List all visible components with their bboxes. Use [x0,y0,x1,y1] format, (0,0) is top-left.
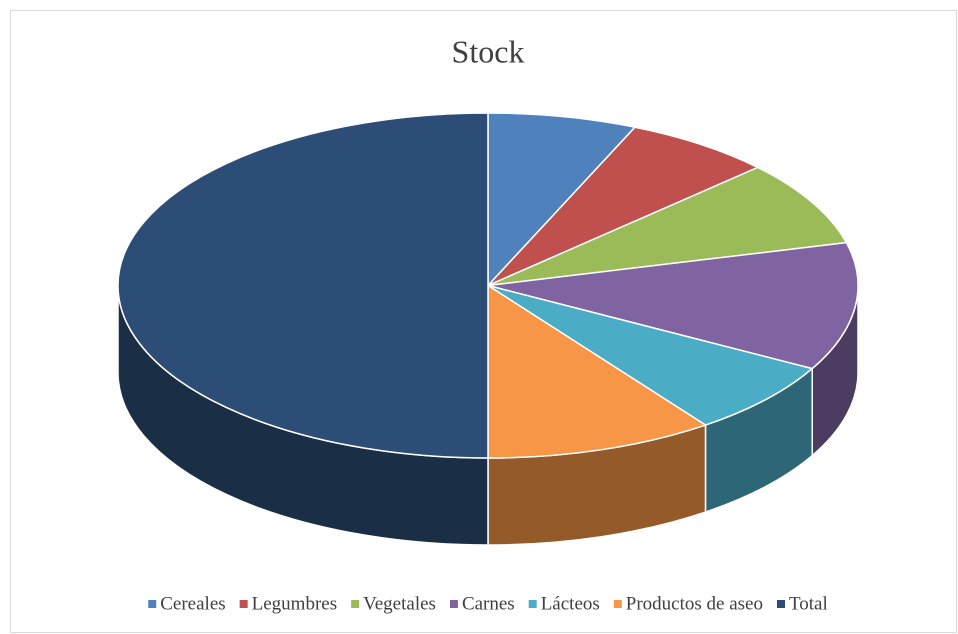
legend-marker [776,600,785,608]
slice [487,284,814,426]
slice [487,284,708,459]
legend-label: Productos de aseo [626,593,763,614]
slice [487,126,760,287]
legend-marker [148,600,157,608]
slice [487,166,848,287]
legend-marker [613,600,622,608]
legend-label: Lácteos [541,593,600,614]
legend-marker [528,600,537,608]
chart-title: Stock [452,33,525,69]
legend-label: Total [789,593,828,614]
legend-marker [351,600,360,608]
legend-label: Vegetales [363,593,436,614]
slice [117,112,489,459]
legend-marker [449,600,458,608]
slice [487,112,637,288]
legend-marker [239,600,248,608]
legend-label: Carnes [462,593,515,614]
legend-label: Cereales [160,593,225,614]
slice [487,241,859,370]
legend-label: Legumbres [252,593,337,614]
